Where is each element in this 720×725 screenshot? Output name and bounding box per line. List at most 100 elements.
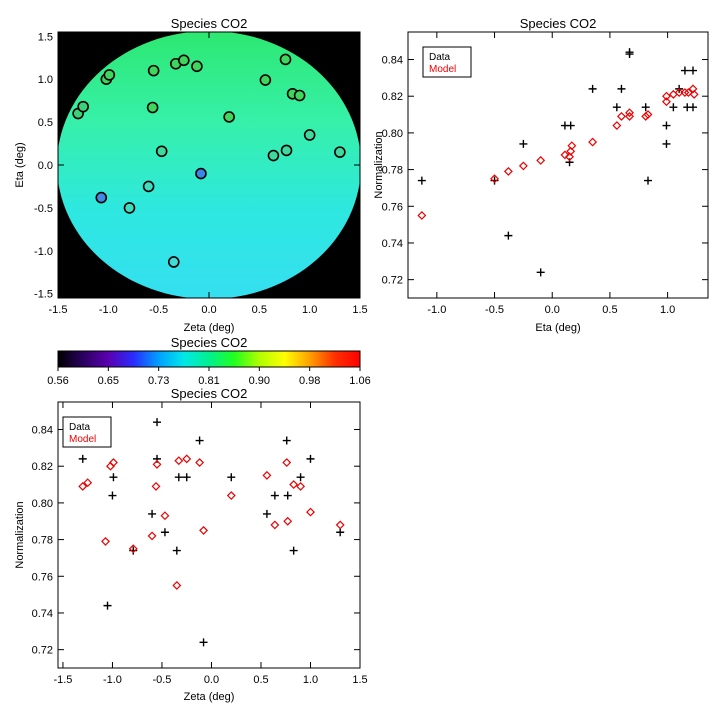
zeta-data-point xyxy=(172,546,181,555)
map-title: Species CO2 xyxy=(171,16,248,31)
map-field xyxy=(58,32,360,298)
colorbar-panel: Species CO2 0.56 0.65 0.73 0.81 0.90 0.98 1.06 xyxy=(47,335,370,387)
zeta-x-tick-label: 0.0 xyxy=(204,674,219,686)
eta-x-tick-label: 0.5 xyxy=(602,304,617,316)
zeta-data-point xyxy=(153,418,162,427)
zeta-model-point xyxy=(306,507,315,517)
colorbar-tick-label: 0.90 xyxy=(249,375,270,387)
map-x-tick-label: -1.0 xyxy=(99,304,118,316)
eta-model-point xyxy=(560,150,570,160)
zeta-model-point xyxy=(282,458,292,467)
map-point xyxy=(267,149,280,162)
eta-x-tick-label: 0.0 xyxy=(545,304,560,316)
zeta-data-point xyxy=(306,454,315,463)
eta-y-tick-label: 0.80 xyxy=(382,128,403,140)
map-point xyxy=(77,100,89,113)
eta-y-tick-label: 0.72 xyxy=(382,275,403,287)
eta-y-tick-label: 0.76 xyxy=(382,201,403,213)
eta-legend-data: Data xyxy=(429,52,451,63)
zeta-model-point xyxy=(172,580,182,590)
map-point xyxy=(293,89,306,102)
zeta-title: Species CO2 xyxy=(171,386,248,401)
map-y-tick-label: -1.0 xyxy=(34,246,53,258)
map-x-tick-label: -1.5 xyxy=(49,304,68,316)
zeta-x-axis-label: Zeta (deg) xyxy=(184,691,235,703)
eta-model-point xyxy=(689,89,699,99)
eta-data-point xyxy=(662,139,671,148)
map-point xyxy=(147,64,160,77)
zeta-y-tick-label: 0.82 xyxy=(32,461,53,473)
zeta-model-point xyxy=(147,531,157,541)
zeta-model-point xyxy=(83,478,93,488)
map-panel: Species CO2 -1.5 -1.0 -0.5 0.0 0.5 1.0 1.5 -1.… xyxy=(14,16,368,334)
eta-model-point xyxy=(662,91,671,101)
eta-data-point xyxy=(689,103,697,112)
eta-model-point xyxy=(680,88,690,97)
eta-data-point xyxy=(689,66,697,75)
eta-legend-box xyxy=(422,46,472,78)
map-y-tick-label: -1.5 xyxy=(34,289,53,301)
zeta-data-point xyxy=(174,473,183,482)
map-point xyxy=(280,144,293,157)
colorbar-tick-label: 0.56 xyxy=(47,375,68,387)
eta-data-point xyxy=(519,139,528,148)
zeta-data-point xyxy=(153,454,162,463)
map-y-tick-label: 0.0 xyxy=(38,160,53,172)
map-x-tick-label: 1.5 xyxy=(352,304,367,316)
map-y-axis-label: Eta (deg) xyxy=(14,142,26,187)
eta-data-point xyxy=(625,50,634,59)
zeta-y-tick-label: 0.74 xyxy=(32,608,53,620)
eta-model-point xyxy=(588,137,598,147)
zeta-x-tick-label: -1.0 xyxy=(103,674,122,686)
eta-data-point xyxy=(490,176,499,185)
zeta-model-point xyxy=(283,516,293,526)
zeta-model-point xyxy=(289,480,299,490)
map-point xyxy=(191,60,203,73)
eta-model-point xyxy=(662,97,671,107)
eta-model-point xyxy=(417,210,427,220)
map-y-tick-label: 1.0 xyxy=(38,74,53,86)
zeta-data-point xyxy=(182,473,191,482)
zeta-data-point xyxy=(160,528,169,537)
eta-data-point xyxy=(417,176,426,185)
eta-y-tick-label: 0.84 xyxy=(382,55,403,67)
colorbar-tick-label: 0.98 xyxy=(299,375,320,387)
map-point xyxy=(334,146,346,158)
eta-y-tick-label: 0.74 xyxy=(382,238,403,250)
eta-frame xyxy=(407,31,709,299)
eta-y-tick-label: 0.82 xyxy=(382,91,403,103)
zeta-x-tick-label: 1.0 xyxy=(303,674,318,686)
map-point xyxy=(146,101,159,114)
zeta-model-point xyxy=(262,470,272,480)
zeta-model-point xyxy=(151,481,161,491)
zeta-model-point xyxy=(128,544,138,554)
zeta-model-point xyxy=(109,458,118,467)
map-point xyxy=(103,69,116,81)
map-point xyxy=(223,111,235,123)
zeta-data-point xyxy=(78,454,87,463)
zeta-data-point xyxy=(227,473,236,482)
colorbar-gradient xyxy=(57,350,361,368)
zeta-x-tick-label: -1.5 xyxy=(53,674,72,686)
eta-scatter-panel: Species CO2 -1.0 -0.5 0.0 0.5 1.0 0.72 0.74 0.… xyxy=(373,16,709,334)
colorbar-tick-label: 0.81 xyxy=(198,375,219,387)
zeta-data-point xyxy=(109,473,118,482)
zeta-data-point xyxy=(296,473,305,482)
eta-legend-model: Model xyxy=(429,64,456,75)
colorbar-tick-label: 1.06 xyxy=(349,375,370,387)
eta-model-point xyxy=(683,88,693,97)
colorbar-tick-label: 0.65 xyxy=(98,375,119,387)
zeta-frame xyxy=(57,401,361,669)
zeta-scatter-panel: Species CO2 -1.5 -1.0 -0.5 0.0 0.5 1.0 1.5 0.7… xyxy=(14,386,368,703)
zeta-legend: Data Model xyxy=(62,416,112,448)
eta-data-point xyxy=(669,103,678,112)
zeta-legend-data: Data xyxy=(69,422,91,433)
zeta-y-tick-label: 0.76 xyxy=(32,571,53,583)
eta-y-axis-label: Normalization xyxy=(373,131,385,198)
zeta-y-tick-label: 0.72 xyxy=(32,645,53,657)
eta-x-tick-label: 1.0 xyxy=(660,304,675,316)
eta-data-point xyxy=(588,84,597,93)
eta-data-point xyxy=(641,103,650,112)
